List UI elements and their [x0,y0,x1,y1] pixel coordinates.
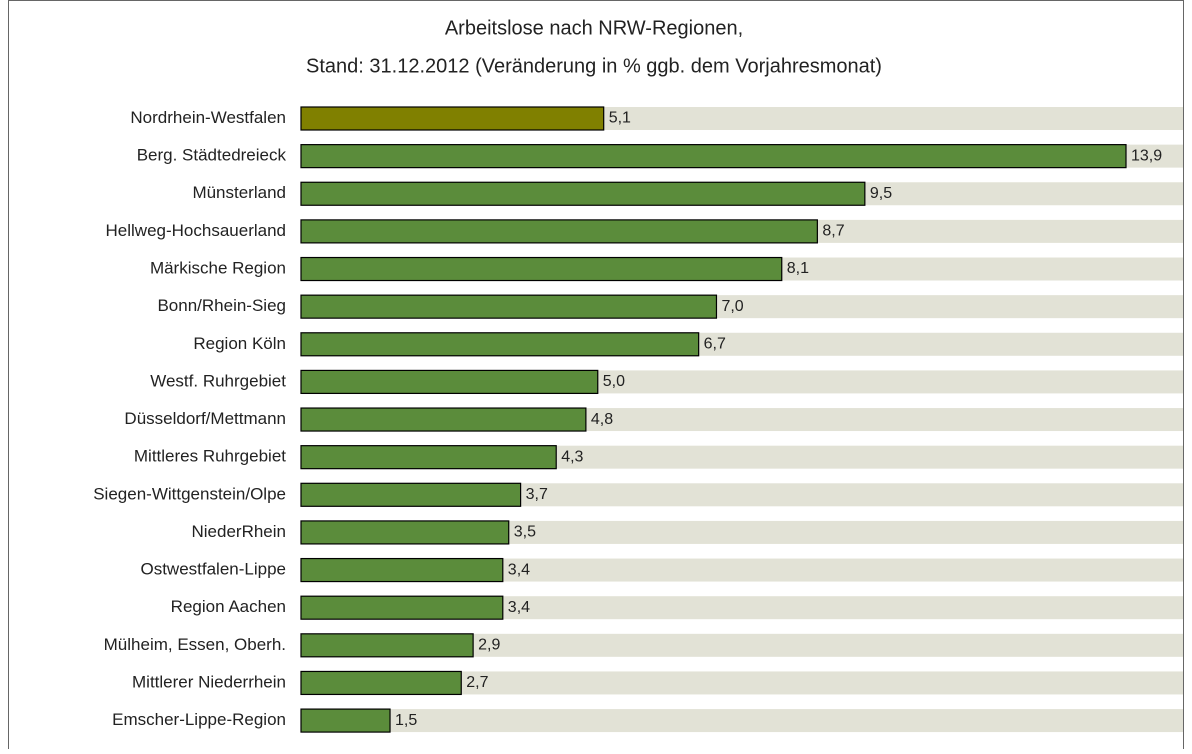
category-label: Hellweg-Hochsauerland [106,221,286,240]
value-label: 2,9 [478,637,500,654]
value-label: 5,0 [603,373,625,390]
bar-background [301,633,1183,657]
category-label: Emscher-Lippe-Region [112,710,286,729]
value-label: 13,9 [1131,147,1162,164]
bar [300,256,783,282]
bar [300,106,605,131]
bar [300,708,391,733]
bar [300,595,504,620]
value-label: 5,1 [609,110,631,127]
bar-background [301,483,1183,507]
bar [300,144,1127,169]
category-label: Ostwestfalen-Lippe [140,560,286,579]
value-label: 4,8 [591,411,613,428]
bar [300,407,587,432]
category-label: Mülheim, Essen, Oberh. [104,635,286,654]
value-label: 7,0 [721,298,743,315]
category-label: Region Aachen [171,597,286,616]
bar [300,633,474,658]
category-label: Märkische Region [150,259,286,278]
value-label: 2,7 [466,674,488,691]
category-label: NiederRhein [192,522,287,541]
value-label: 1,5 [395,712,417,729]
bar-background [301,671,1183,695]
category-label: Siegen-Wittgenstein/Olpe [93,484,286,503]
bar [300,369,599,395]
category-label: Mittleres Ruhrgebiet [134,447,286,466]
bar [300,557,504,583]
bar-background [301,558,1183,582]
value-label: 3,4 [508,599,530,616]
value-label: 8,1 [787,260,809,277]
chart-subtitle: Stand: 31.12.2012 (Veränderung in % ggb.… [306,55,882,77]
bar [300,332,700,357]
bar [300,482,522,507]
category-label: Mittlerer Niederrhein [132,672,286,691]
value-label: 3,7 [526,486,548,503]
value-label: 4,3 [561,448,583,465]
category-label: Düsseldorf/Mettmann [124,409,286,428]
value-label: 9,5 [870,185,892,202]
value-label: 3,5 [514,524,536,541]
value-label: 6,7 [704,335,726,352]
bar [300,181,866,206]
category-label: Region Köln [193,334,286,353]
bar-background [301,709,1183,733]
bar [300,219,818,244]
bar-background [301,520,1183,544]
bar [300,445,557,470]
bar [300,294,718,319]
value-label: 8,7 [822,223,844,240]
category-label: Münsterland [192,183,286,202]
bar [300,520,510,545]
category-label: Berg. Städtedreieck [137,146,287,165]
chart-title: Arbeitslose nach NRW-Regionen, [445,17,743,39]
bar-background [301,596,1183,620]
category-label: Westf. Ruhrgebiet [150,371,286,390]
bar [300,670,462,696]
category-label: Bonn/Rhein-Sieg [157,296,286,315]
value-label: 3,4 [508,561,530,578]
category-label: Nordrhein-Westfalen [130,108,286,127]
